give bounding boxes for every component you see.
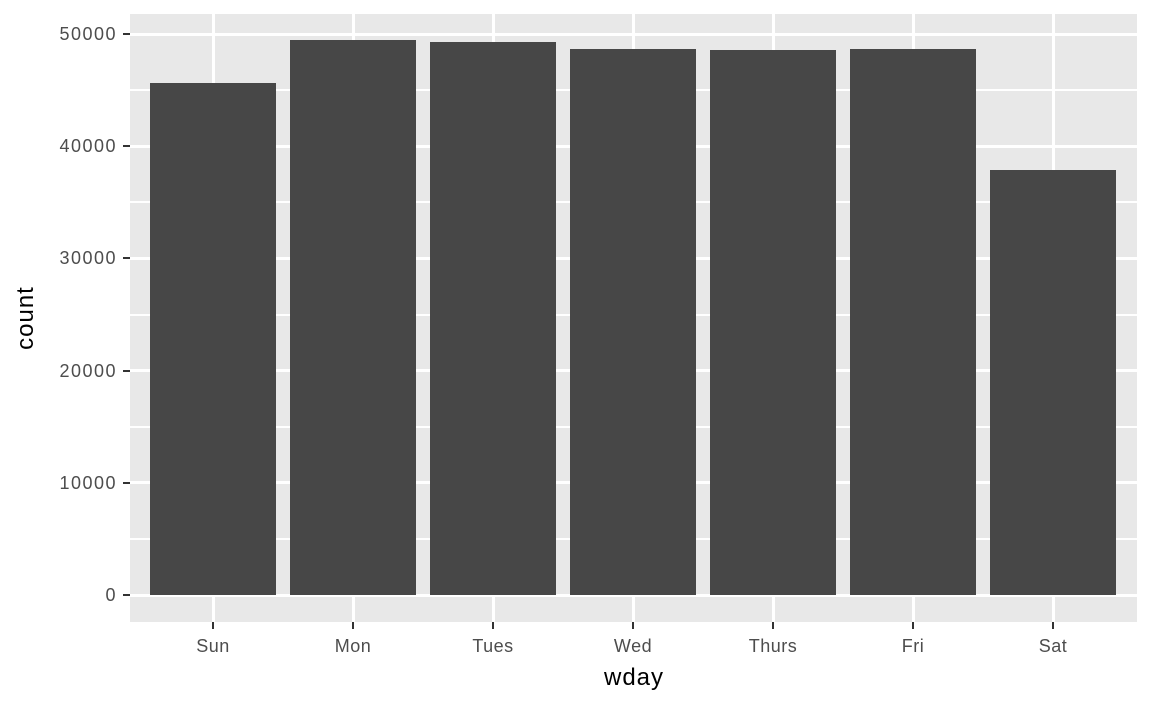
- bar-thurs: [710, 50, 836, 595]
- y-tick-mark: [123, 369, 130, 372]
- y-tick-label: 20000: [59, 360, 117, 381]
- y-tick-label: 10000: [59, 472, 117, 493]
- y-tick-mark: [123, 33, 130, 35]
- bar-tues: [430, 42, 556, 595]
- x-tick-label: Mon: [334, 636, 372, 656]
- plot-panel: [130, 14, 1137, 622]
- x-tick-label: Sat: [1038, 636, 1068, 656]
- y-tick-label: 30000: [59, 248, 117, 269]
- x-axis-title: wday: [603, 664, 665, 691]
- x-tick-label: Sun: [196, 636, 230, 656]
- x-tick-label: Thurs: [748, 636, 798, 656]
- x-tick-label: Tues: [472, 636, 514, 656]
- x-tick-mark: [1052, 622, 1054, 629]
- bar-wed: [570, 49, 696, 595]
- y-tick-mark: [123, 481, 130, 484]
- x-tick-label: Wed: [613, 636, 653, 656]
- y-tick-label: 0: [105, 585, 117, 605]
- y-axis-title: count: [12, 286, 39, 350]
- x-tick-mark: [632, 622, 634, 629]
- x-tick-label: Fri: [901, 636, 925, 656]
- x-tick-mark: [212, 622, 214, 629]
- bar-mon: [290, 40, 416, 595]
- y-tick-mark: [123, 145, 130, 148]
- x-tick-mark: [772, 622, 774, 629]
- bar-fri: [850, 49, 976, 595]
- y-tick-mark: [123, 594, 130, 596]
- x-tick-mark: [492, 622, 494, 629]
- y-tick-label: 50000: [59, 24, 117, 44]
- bar-sat: [990, 170, 1116, 595]
- x-tick-mark: [352, 622, 354, 629]
- y-tick-label: 40000: [59, 136, 117, 157]
- bar-sun: [150, 83, 276, 595]
- x-tick-mark: [912, 622, 914, 629]
- y-tick-mark: [123, 257, 130, 260]
